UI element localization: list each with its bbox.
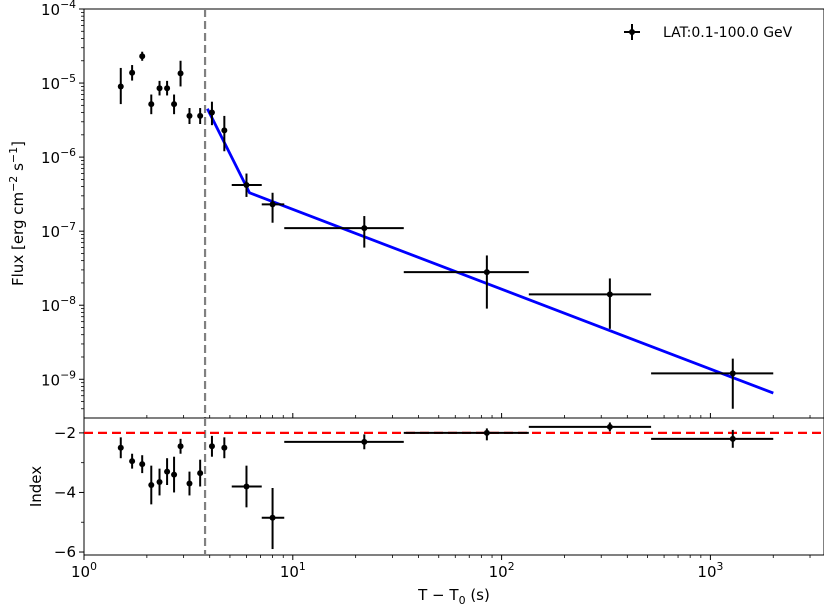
time-axis-label: T − T0 (s)	[417, 586, 490, 607]
index-point	[164, 468, 171, 475]
flux-point	[243, 182, 250, 189]
y-tick-label: 10−9	[41, 368, 76, 389]
index-point	[606, 423, 613, 430]
y-tick-label: −2	[54, 424, 76, 442]
flux-point	[269, 201, 276, 208]
index-point	[483, 429, 490, 436]
flux-point	[361, 225, 368, 232]
index-point	[148, 482, 155, 489]
index-point	[269, 514, 276, 521]
x-tick-label: 103	[697, 560, 723, 581]
fit-line	[206, 108, 774, 395]
flux-point	[117, 83, 124, 90]
flux-point	[177, 70, 184, 77]
flux-point	[483, 269, 490, 276]
legend-label: LAT:0.1-100.0 GeV	[663, 25, 793, 41]
top-flux-panel: 10−4 10−5 10−6 10−7 10−8 10−9 LAT:0.1-100.0 Ge…	[41, 0, 824, 419]
top-plot-area	[117, 9, 774, 418]
legend: LAT:0.1-100.0 GeV	[624, 24, 793, 41]
bottom-plot-frame	[83, 417, 824, 556]
flux-point	[164, 85, 171, 92]
index-point	[117, 444, 124, 451]
index-point	[221, 444, 228, 451]
flux-point	[171, 101, 178, 108]
flux-point	[221, 127, 228, 134]
top-plot-frame	[83, 8, 824, 419]
index-point	[729, 435, 736, 442]
flux-point	[729, 370, 736, 377]
index-point	[361, 438, 368, 445]
index-point	[197, 470, 204, 477]
y-tick-label: −4	[54, 483, 76, 501]
flux-point	[186, 112, 193, 119]
index-point	[243, 483, 250, 490]
flux-point	[208, 109, 215, 116]
index-point	[139, 461, 146, 468]
x-tick-label: 102	[489, 560, 515, 581]
index-point	[186, 480, 193, 487]
y-tick-label: 10−4	[41, 0, 76, 19]
flux-point	[148, 101, 155, 108]
flux-axis-label: Flux [erg cm−2 s−1]	[7, 141, 27, 286]
index-point	[208, 443, 215, 450]
index-point	[156, 479, 163, 486]
y-tick-label: 10−6	[41, 146, 76, 167]
index-axis-label: Index	[27, 466, 45, 507]
x-tick-label: 101	[280, 560, 306, 581]
y-tick-label: 10−8	[41, 294, 76, 315]
legend-marker	[629, 29, 635, 35]
index-point	[171, 471, 178, 478]
flux-point	[606, 291, 613, 298]
x-tick-label: 100	[71, 560, 97, 581]
flux-point	[139, 53, 146, 60]
bottom-plot-area	[84, 418, 824, 555]
index-point	[177, 443, 184, 450]
axis-labels: Flux [erg cm−2 s−1] Index T − T0 (s)	[7, 141, 490, 607]
y-tick-label: −6	[54, 543, 76, 561]
flux-point	[197, 112, 204, 119]
index-point	[129, 458, 136, 465]
y-tick-label: 10−5	[41, 72, 76, 93]
flux-point	[129, 69, 136, 76]
y-tick-label: 10−7	[41, 220, 76, 241]
flux-point	[156, 85, 163, 92]
